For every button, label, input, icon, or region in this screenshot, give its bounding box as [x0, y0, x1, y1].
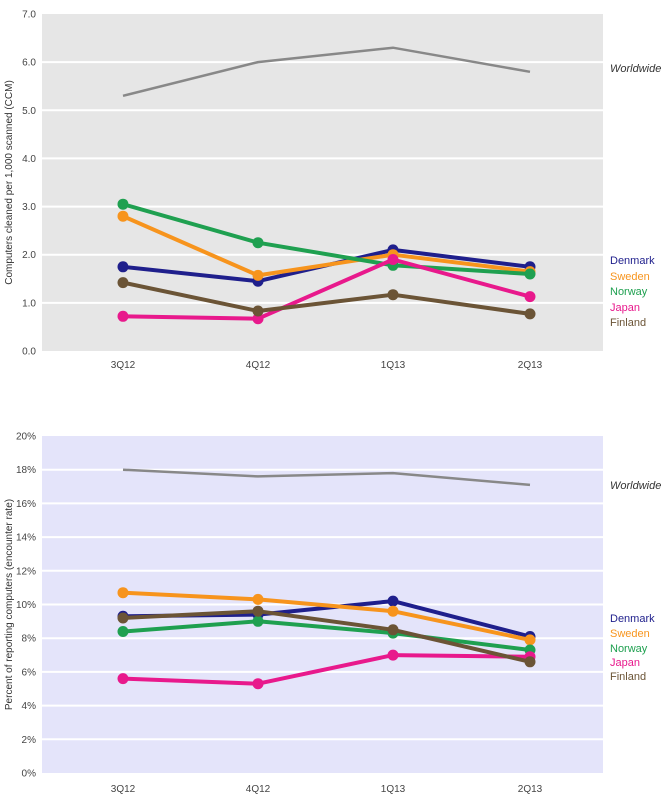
ccm-legend-norway: Norway — [610, 286, 648, 298]
ccm-worldwide-label: Worldwide — [610, 63, 661, 75]
ccm-legend-denmark: Denmark — [610, 255, 655, 267]
encounter-y-tick-label: 16% — [16, 499, 36, 510]
encounter-point-sweden — [525, 634, 536, 645]
ccm-y-tick-label: 3.0 — [22, 202, 36, 213]
ccm-y-tick-label: 0.0 — [22, 347, 36, 358]
ccm-y-tick-label: 6.0 — [22, 58, 36, 69]
ccm-x-tick-label: 3Q12 — [111, 360, 136, 371]
encounter-rate-line-chart: 0% 2% 4% 6% 8% 10% 12% 14% 16% 18% 20% 3Q12 4Q12 1Q13… — [0, 400, 664, 805]
encounter-point-norway — [118, 626, 129, 637]
ccm-point-sweden — [253, 270, 264, 281]
encounter-y-tick-label: 12% — [16, 566, 36, 577]
encounter-point-finland — [253, 606, 264, 617]
ccm-line-chart: 0.0 1.0 2.0 3.0 4.0 5.0 6.0 7.0 3Q12 4Q12 1Q13 2Q13… — [0, 0, 664, 400]
ccm-legend-japan: Japan — [610, 302, 640, 314]
ccm-point-finland — [525, 308, 536, 319]
encounter-point-japan — [388, 650, 399, 661]
encounter-x-tick-label: 2Q13 — [518, 784, 543, 795]
encounter-x-tick-label: 3Q12 — [111, 784, 136, 795]
ccm-point-finland — [388, 289, 399, 300]
encounter-point-sweden — [253, 594, 264, 605]
ccm-point-finland — [253, 306, 264, 317]
encounter-y-tick-label: 0% — [22, 769, 37, 780]
ccm-point-norway — [525, 269, 536, 280]
encounter-y-tick-label: 6% — [22, 667, 37, 678]
encounter-point-japan — [118, 673, 129, 684]
encounter-legend-denmark: Denmark — [610, 613, 655, 625]
ccm-point-sweden — [118, 211, 129, 222]
ccm-y-tick-label: 5.0 — [22, 106, 36, 117]
ccm-y-tick-label: 2.0 — [22, 250, 36, 261]
ccm-y-tick-label: 1.0 — [22, 298, 36, 309]
ccm-y-tick-label: 4.0 — [22, 154, 36, 165]
encounter-y-tick-label: 4% — [22, 701, 37, 712]
encounter-point-finland — [525, 656, 536, 667]
ccm-legend-finland: Finland — [610, 317, 646, 329]
ccm-point-japan — [118, 311, 129, 322]
ccm-point-denmark — [118, 261, 129, 272]
ccm-point-japan — [525, 291, 536, 302]
ccm-legend-sweden: Sweden — [610, 271, 650, 283]
ccm-y-axis-title: Computers cleaned per 1,000 scanned (CCM… — [4, 80, 15, 285]
ccm-point-norway — [118, 199, 129, 210]
ccm-y-tick-label: 7.0 — [22, 10, 36, 21]
encounter-point-denmark — [388, 596, 399, 607]
encounter-y-tick-label: 18% — [16, 465, 36, 476]
encounter-x-tick-label: 4Q12 — [246, 784, 271, 795]
encounter-point-japan — [253, 678, 264, 689]
encounter-y-tick-label: 20% — [16, 432, 36, 443]
ccm-x-tick-label: 1Q13 — [381, 360, 406, 371]
encounter-y-axis-title: Percent of reporting computers (encounte… — [4, 499, 15, 710]
ccm-point-finland — [118, 277, 129, 288]
encounter-legend-norway: Norway — [610, 643, 648, 655]
encounter-point-sweden — [388, 606, 399, 617]
encounter-y-tick-label: 8% — [22, 634, 37, 645]
ccm-x-tick-label: 4Q12 — [246, 360, 271, 371]
encounter-y-tick-label: 14% — [16, 533, 36, 544]
ccm-point-japan — [388, 254, 399, 265]
encounter-legend-sweden: Sweden — [610, 628, 650, 640]
encounter-x-tick-label: 1Q13 — [381, 784, 406, 795]
charts-page: 0.0 1.0 2.0 3.0 4.0 5.0 6.0 7.0 3Q12 4Q12 1Q13 2Q13… — [0, 0, 664, 805]
encounter-legend-finland: Finland — [610, 671, 646, 683]
encounter-point-finland — [118, 613, 129, 624]
ccm-plot-area — [42, 14, 603, 351]
ccm-point-norway — [253, 237, 264, 248]
encounter-y-tick-label: 2% — [22, 735, 37, 746]
encounter-legend-japan: Japan — [610, 657, 640, 669]
encounter-y-tick-label: 10% — [16, 600, 36, 611]
encounter-point-norway — [253, 616, 264, 627]
encounter-point-finland — [388, 624, 399, 635]
encounter-worldwide-label: Worldwide — [610, 480, 661, 492]
encounter-point-sweden — [118, 587, 129, 598]
ccm-x-tick-label: 2Q13 — [518, 360, 543, 371]
